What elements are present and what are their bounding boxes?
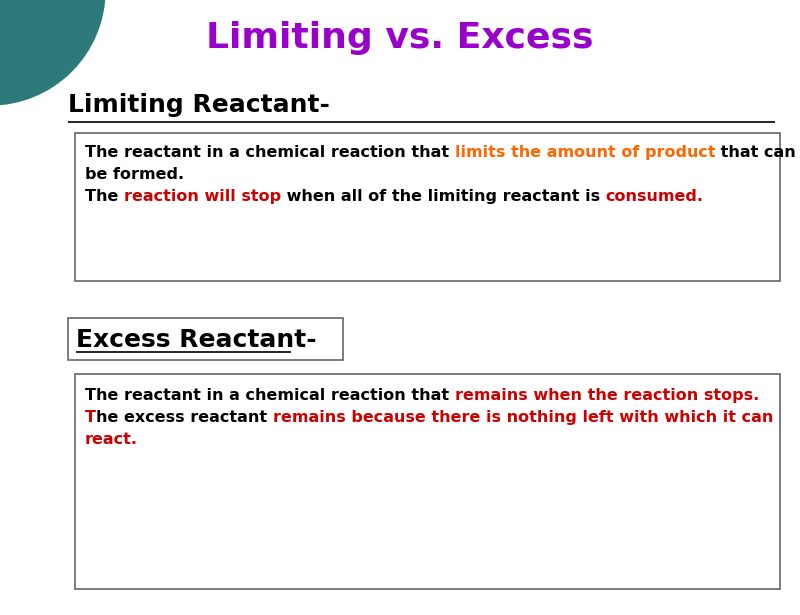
FancyBboxPatch shape [68,318,343,360]
Text: The reactant in a chemical reaction that: The reactant in a chemical reaction that [85,145,454,160]
Text: that can: that can [715,145,796,160]
FancyBboxPatch shape [75,133,780,281]
Text: when all of the limiting reactant is: when all of the limiting reactant is [281,189,606,204]
Text: be formed.: be formed. [85,167,184,182]
Text: Excess Reactant-: Excess Reactant- [76,328,317,352]
Text: The: The [85,189,124,204]
Text: The reactant in a chemical reaction that: The reactant in a chemical reaction that [85,388,454,403]
Text: limits the amount of product: limits the amount of product [454,145,715,160]
Text: Limiting Reactant-: Limiting Reactant- [68,93,330,117]
FancyBboxPatch shape [75,374,780,589]
Text: Limiting vs. Excess: Limiting vs. Excess [206,21,594,55]
Text: remains when the reaction stops.: remains when the reaction stops. [454,388,759,403]
Text: reaction will stop: reaction will stop [124,189,281,204]
Text: remains because there is nothing left with which it can: remains because there is nothing left wi… [273,410,773,425]
Text: react.: react. [85,432,138,447]
Text: consumed.: consumed. [606,189,704,204]
Text: T: T [85,410,96,425]
Circle shape [0,0,105,105]
Text: he excess reactant: he excess reactant [96,410,273,425]
